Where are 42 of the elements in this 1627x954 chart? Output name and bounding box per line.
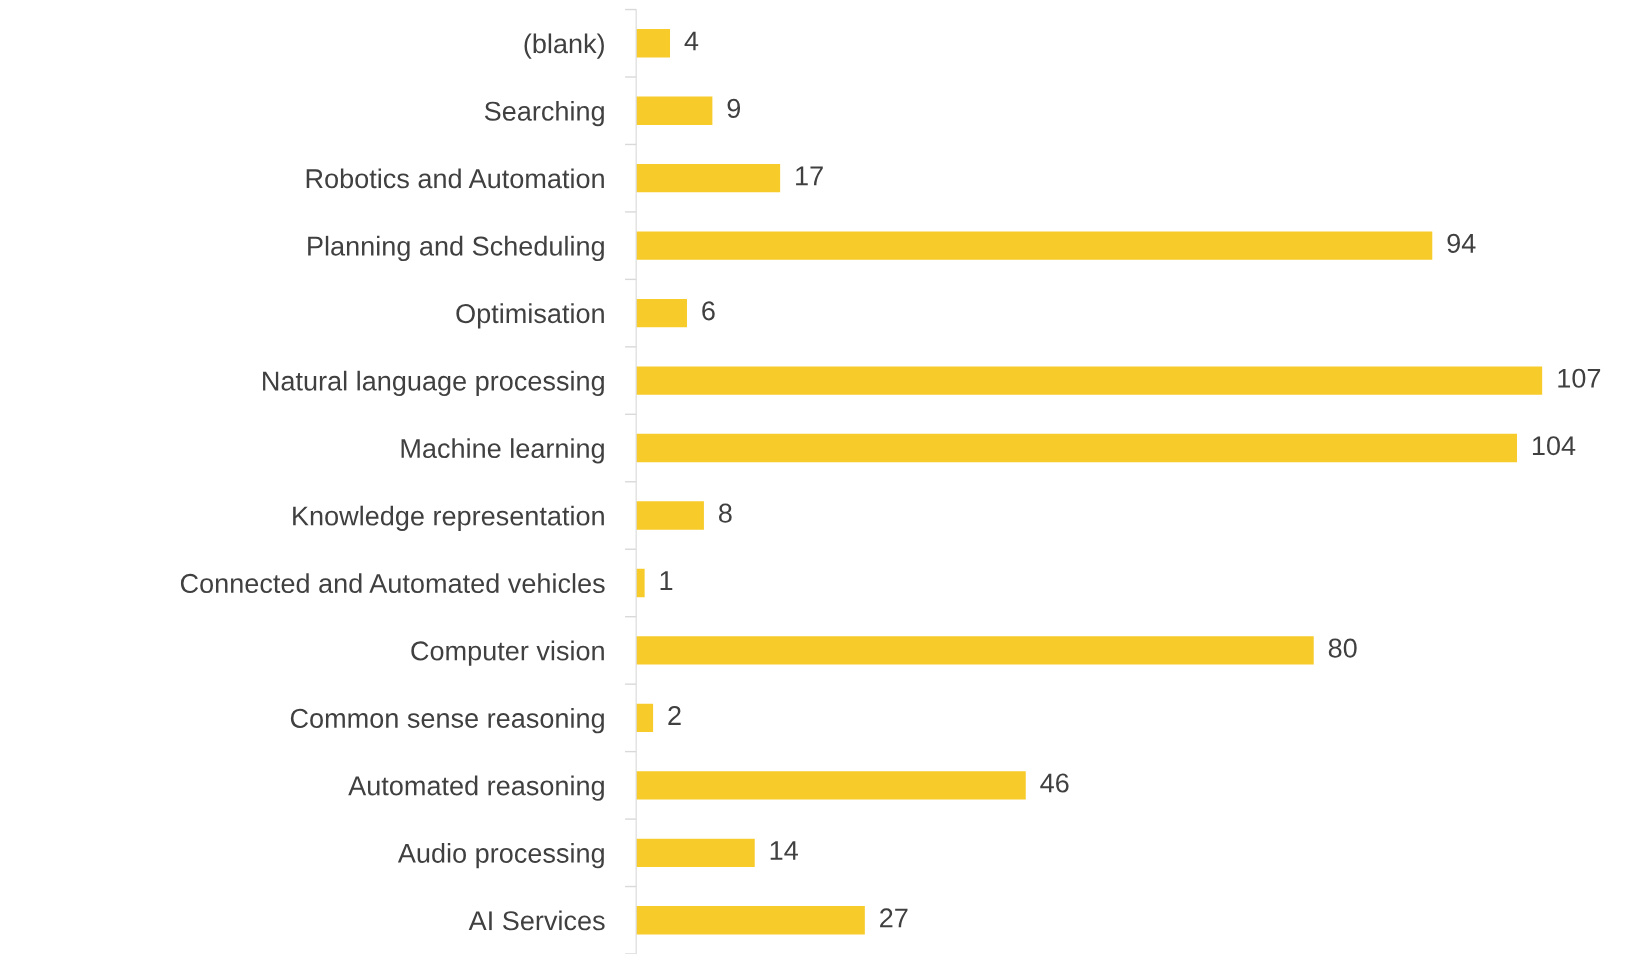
data-label: 17: [796, 166, 823, 186]
data-label: 14: [770, 841, 798, 860]
y-tick-label: Knowledge representation: [293, 505, 604, 531]
y-tick-label: Searching: [484, 100, 604, 127]
data-label: 104: [1532, 436, 1576, 456]
y-tick-label: Common sense reasoning: [290, 708, 604, 734]
y-tick-label: Machine learning: [401, 438, 604, 464]
bar: [636, 568, 645, 598]
data-label: 9: [727, 98, 741, 118]
data-label: 4: [684, 31, 699, 51]
bar: [636, 96, 713, 125]
data-label: 107: [1558, 368, 1601, 388]
data-label: 8: [718, 503, 732, 523]
y-tick-label: AI Services: [468, 910, 605, 931]
y-tick-label: Audio processing: [397, 842, 604, 869]
y-tick-label: Automated reasoning: [348, 775, 604, 801]
y-tick-label: Robotics and Automation: [306, 168, 604, 189]
bar: [636, 906, 865, 935]
data-label: 2: [668, 705, 681, 725]
y-tick-label: Planning and Scheduling: [308, 235, 604, 262]
data-label: 46: [1040, 773, 1069, 793]
y-tick-label: Natural language processing: [263, 370, 604, 397]
bar: [636, 231, 1433, 260]
bar: [636, 703, 654, 733]
bar: [636, 164, 781, 193]
y-tick-label: (blank): [524, 33, 604, 59]
bar: [636, 838, 755, 867]
bar: [636, 366, 1543, 395]
bar: [636, 501, 704, 530]
bar: [636, 771, 1026, 800]
data-label: 80: [1328, 638, 1357, 658]
y-tick-label: Computer vision: [411, 640, 604, 666]
y-tick-label: Optimisation: [456, 303, 604, 329]
y-tick-label: Connected and Automated vehicles: [180, 573, 605, 594]
bar: [636, 29, 671, 58]
data-label: 6: [702, 301, 715, 321]
data-label: 94: [1447, 233, 1476, 253]
data-label: 27: [880, 908, 908, 928]
bar: [636, 433, 1517, 463]
bar: [636, 298, 687, 328]
bar: [636, 636, 1314, 665]
data-label: 1: [660, 571, 673, 590]
